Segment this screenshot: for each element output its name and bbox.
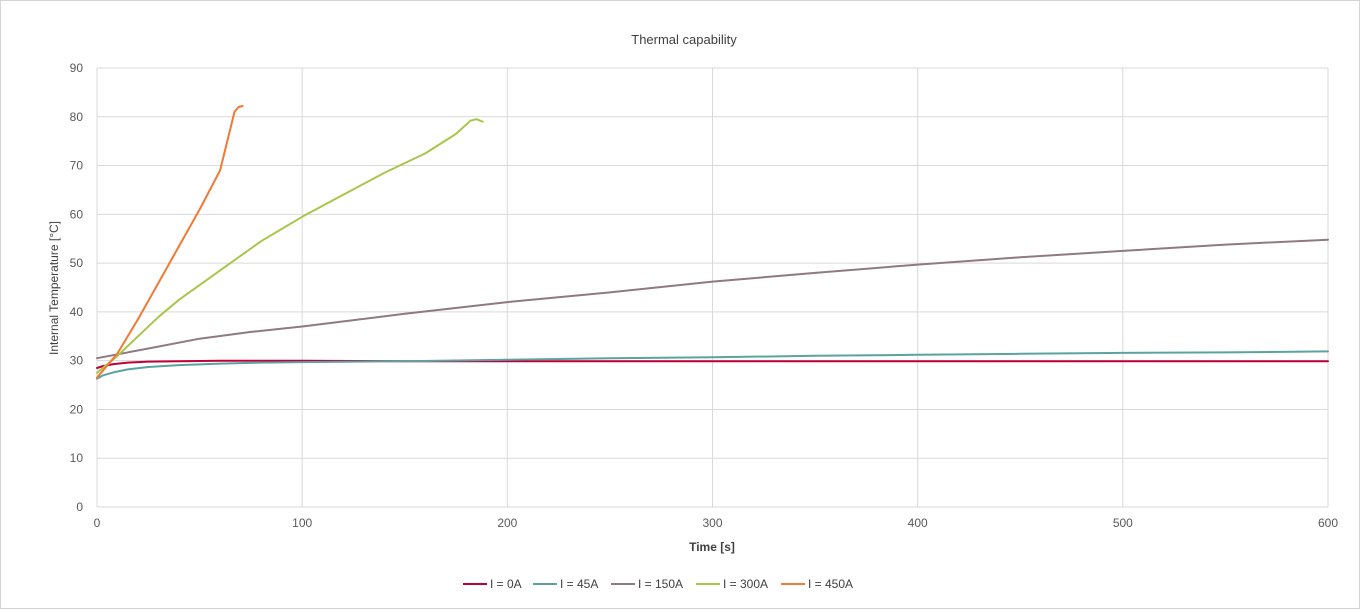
series-line-1	[96, 350, 1329, 380]
x-tick-label: 200	[497, 516, 517, 530]
x-tick-label: 100	[292, 516, 312, 530]
gridlines	[96, 67, 1329, 508]
x-tick-label: 300	[702, 516, 722, 530]
series-line-2	[96, 238, 1329, 360]
chart-title: Thermal capability	[631, 32, 737, 47]
x-axis-ticks: 0 100 200 300 400 500 600	[94, 516, 1339, 530]
y-tick-label: 70	[70, 159, 84, 173]
legend-label: I = 45A	[560, 577, 598, 591]
series-line-4	[96, 105, 244, 379]
legend-label: I = 300A	[723, 577, 768, 591]
y-tick-label: 0	[76, 500, 83, 514]
y-tick-label: 40	[70, 305, 84, 319]
series-line-3	[96, 118, 484, 374]
y-tick-label: 10	[70, 451, 84, 465]
y-tick-label: 50	[70, 256, 84, 270]
y-axis-label: Internal Temperature [°C]	[47, 221, 61, 355]
legend: I = 0A I = 45A I = 150A I = 300A I = 450A	[463, 577, 853, 591]
x-tick-label: 400	[908, 516, 928, 530]
legend-label: I = 450A	[808, 577, 853, 591]
x-tick-label: 600	[1318, 516, 1338, 530]
y-tick-label: 80	[70, 110, 84, 124]
legend-label: I = 0A	[490, 577, 522, 591]
series-line-0	[96, 359, 1329, 369]
y-axis-ticks: 0 10 20 30 40 50 60 70 80 90	[70, 61, 84, 514]
x-tick-label: 500	[1113, 516, 1133, 530]
x-axis-label: Time [s]	[689, 540, 735, 554]
series-lines	[96, 105, 1329, 380]
y-tick-label: 30	[70, 354, 84, 368]
x-tick-label: 0	[94, 516, 101, 530]
y-tick-label: 20	[70, 402, 84, 416]
y-tick-label: 90	[70, 61, 84, 75]
legend-label: I = 150A	[638, 577, 683, 591]
y-tick-label: 60	[70, 207, 84, 221]
